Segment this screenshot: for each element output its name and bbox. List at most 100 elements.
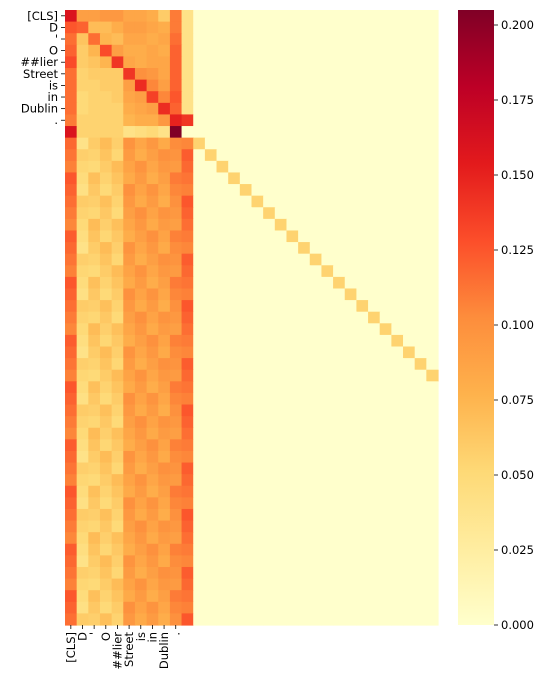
heatmap-cell [76, 323, 89, 336]
heatmap-cell [333, 172, 346, 185]
heatmap-cell [251, 56, 264, 69]
heatmap-cell [426, 230, 439, 243]
heatmap-cell [309, 346, 323, 359]
heatmap-cell [263, 590, 276, 603]
heatmap-cell [368, 334, 381, 348]
heatmap-cell [228, 114, 241, 127]
heatmap-cell [181, 230, 194, 243]
heatmap-cell [263, 288, 276, 301]
heatmap-cell [298, 265, 311, 278]
heatmap-cell [99, 590, 113, 603]
heatmap-cell [76, 149, 89, 162]
heatmap-cell [344, 56, 358, 69]
heatmap-cell [356, 114, 369, 127]
heatmap-cell [146, 114, 159, 127]
heatmap-cell [333, 102, 346, 116]
heatmap-cell [169, 474, 183, 487]
heatmap-cell [321, 230, 334, 243]
heatmap-cell [123, 613, 136, 626]
heatmap-cell [286, 613, 299, 626]
heatmap-cell [123, 218, 136, 232]
heatmap-cell [251, 369, 264, 382]
x-tick-label: D [75, 632, 89, 641]
heatmap-cell [274, 44, 288, 58]
heatmap-cell [426, 195, 439, 208]
heatmap-cell [251, 91, 264, 104]
heatmap-cell [333, 392, 346, 406]
heatmap-cell [321, 369, 334, 382]
heatmap-cell [251, 195, 264, 208]
heatmap-cell [263, 172, 276, 185]
heatmap-cell [309, 253, 323, 266]
heatmap-cell [123, 91, 136, 104]
heatmap-cell [134, 485, 148, 498]
heatmap-cell [216, 543, 229, 556]
heatmap-cell [414, 300, 427, 313]
heatmap-cell [274, 218, 288, 232]
heatmap-cell [216, 195, 229, 208]
heatmap-cell [309, 10, 323, 23]
heatmap-cell [403, 532, 416, 545]
heatmap-cell [414, 462, 427, 475]
heatmap-cell [379, 137, 392, 150]
heatmap-cell [379, 416, 392, 429]
heatmap-cell [368, 613, 381, 626]
heatmap-cell [204, 114, 218, 127]
heatmap-cell [216, 44, 229, 58]
heatmap-cell [286, 68, 299, 81]
heatmap-cell [99, 68, 113, 81]
heatmap-cell [134, 601, 148, 614]
heatmap-cell [251, 416, 264, 429]
heatmap-cell [426, 532, 439, 545]
heatmap-cell [134, 265, 148, 278]
heatmap-cell [426, 520, 439, 533]
heatmap-cell [356, 404, 369, 417]
heatmap-cell [391, 497, 404, 510]
heatmap-cell [99, 172, 113, 185]
heatmap-cell [321, 404, 334, 417]
heatmap-cell [426, 578, 439, 591]
heatmap-cell [204, 184, 218, 197]
heatmap-cell [65, 613, 78, 626]
heatmap-cell [146, 79, 159, 92]
heatmap-cell [181, 10, 194, 23]
heatmap-cell [158, 184, 171, 197]
heatmap-cell [146, 427, 159, 440]
heatmap-cell [356, 33, 369, 46]
heatmap-cell [414, 160, 427, 174]
heatmap-cell [88, 497, 101, 510]
heatmap-cell [403, 601, 416, 614]
heatmap-cell [216, 613, 229, 626]
heatmap-cell [263, 102, 276, 116]
heatmap-cell [414, 590, 427, 603]
heatmap-cell [286, 474, 299, 487]
heatmap-cell [228, 102, 241, 116]
heatmap-cell [169, 126, 183, 139]
heatmap-cell [379, 44, 392, 58]
heatmap-cell [321, 462, 334, 475]
heatmap-cell [228, 462, 241, 475]
heatmap-cell [263, 369, 276, 382]
heatmap-cell [403, 474, 416, 487]
heatmap-cell [169, 253, 183, 266]
heatmap-cell [88, 33, 101, 46]
heatmap-cell [379, 323, 392, 336]
heatmap-cell [251, 508, 264, 522]
heatmap-cell [99, 427, 113, 440]
heatmap-cell [65, 358, 78, 371]
heatmap-cell [403, 369, 416, 382]
heatmap-cell [181, 450, 194, 464]
colorbar-tick-label: 0.100 [501, 318, 534, 332]
heatmap-cell [379, 79, 392, 92]
heatmap-cell [414, 450, 427, 464]
heatmap-cell [228, 10, 241, 23]
heatmap-cell [333, 276, 346, 290]
heatmap-cell [134, 566, 148, 580]
heatmap-cell [99, 207, 113, 220]
heatmap-cell [158, 311, 171, 324]
heatmap-cell [344, 520, 358, 533]
heatmap-cell [111, 230, 124, 243]
heatmap-cell [251, 33, 264, 46]
heatmap-cell [65, 369, 78, 382]
heatmap-cell [391, 33, 404, 46]
